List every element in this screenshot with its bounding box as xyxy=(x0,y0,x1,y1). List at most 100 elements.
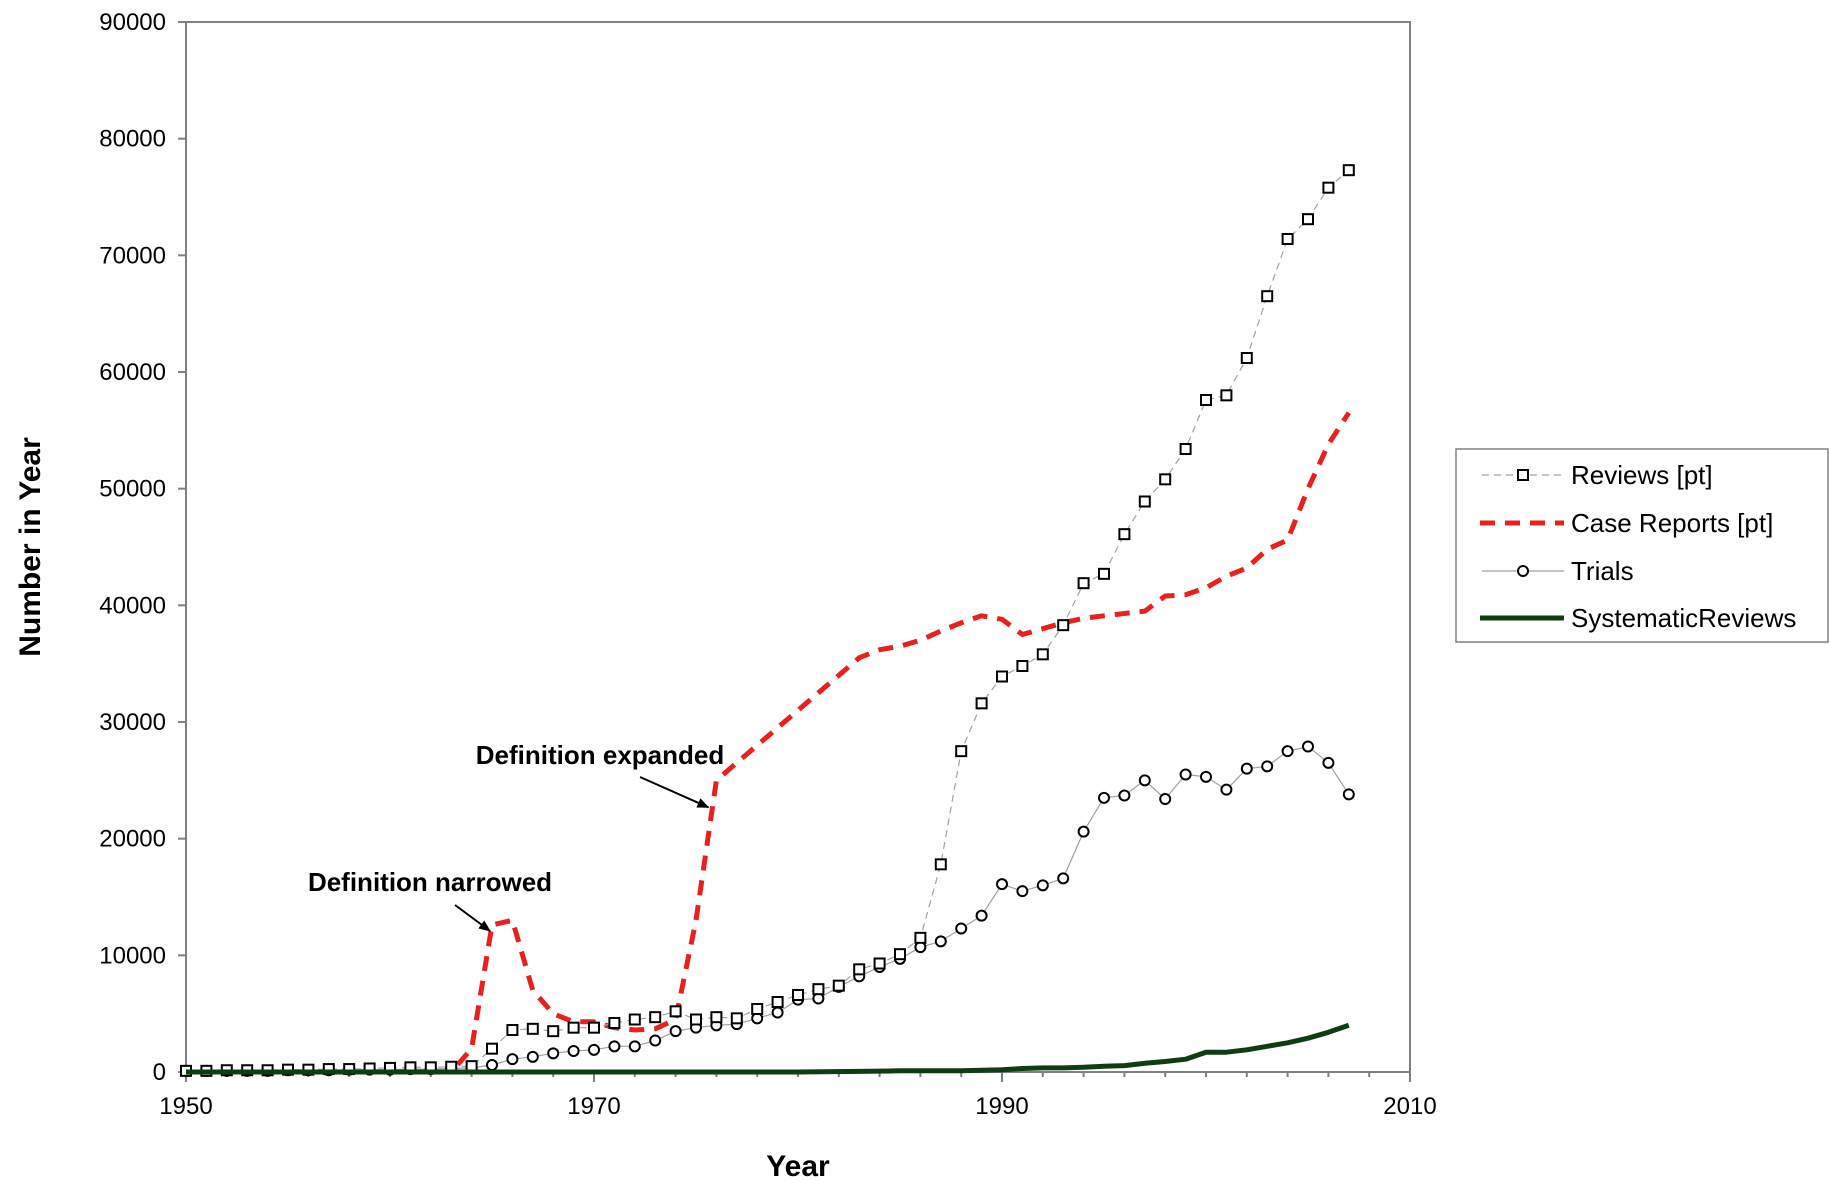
data-point-trials xyxy=(1016,885,1029,898)
data-point-trials xyxy=(567,1045,580,1057)
y-tick-label: 20000 xyxy=(99,826,166,853)
data-point-trials xyxy=(669,1025,682,1038)
x-tick-label: 2010 xyxy=(1383,1093,1436,1120)
legend-label-reviews: Reviews [pt] xyxy=(1571,460,1713,490)
legend-label-trials: Trials xyxy=(1571,556,1634,586)
data-point-trials xyxy=(1302,740,1314,753)
data-point-trials xyxy=(1098,791,1110,804)
y-axis-title: Number in Year xyxy=(14,437,47,657)
data-point-trials xyxy=(1057,872,1070,885)
series-line-reviews-pt xyxy=(186,169,1350,1072)
data-point-reviews-pt xyxy=(771,996,784,1008)
data-point-trials xyxy=(934,935,947,948)
data-point-reviews-pt xyxy=(1179,443,1192,455)
data-point-trials xyxy=(1159,793,1172,805)
data-point-trials xyxy=(996,878,1008,891)
x-axis: 1950 1970 1990 2010 xyxy=(159,1072,1437,1120)
data-point-trials xyxy=(1200,770,1212,783)
data-point-reviews-pt xyxy=(1016,660,1029,672)
series-systematicreviews xyxy=(186,1022,1350,1075)
data-point-reviews-pt xyxy=(1342,164,1355,177)
data-point-reviews-pt xyxy=(914,931,927,944)
legend-marker-reviews xyxy=(1517,469,1529,481)
data-point-trials xyxy=(975,909,988,922)
data-point-reviews-pt xyxy=(975,697,988,710)
data-point-trials xyxy=(955,922,968,935)
data-point-reviews-pt xyxy=(751,1003,764,1015)
y-axis: 0 10000 20000 30000 40000 50000 60000 70000 8000… xyxy=(99,9,186,1086)
data-point-reviews-pt xyxy=(1159,473,1172,486)
data-point-reviews-pt xyxy=(812,983,825,996)
series-line-systematicreviews xyxy=(186,1022,1350,1075)
data-point-reviews-pt xyxy=(853,963,866,976)
data-point-trials xyxy=(1179,768,1192,781)
y-tick-label: 60000 xyxy=(99,359,166,386)
data-point-reviews-pt xyxy=(669,1005,682,1018)
data-point-reviews-pt xyxy=(710,1011,723,1024)
y-tick-label: 10000 xyxy=(99,942,166,969)
series-case-reports-pt xyxy=(186,411,1351,1075)
data-point-reviews-pt xyxy=(934,858,947,871)
data-point-reviews-pt xyxy=(873,957,886,970)
plot-area-frame xyxy=(185,21,1411,1073)
data-point-trials xyxy=(588,1043,600,1056)
legend: Reviews [pt] Case Reports [pt] Trials Sy… xyxy=(1455,448,1829,643)
legend-frame xyxy=(1455,448,1829,643)
data-point-trials xyxy=(1240,762,1253,775)
y-tick-label: 30000 xyxy=(99,709,166,736)
annotation-label: Definition narrowed xyxy=(308,867,552,897)
legend-item-trials: Trials xyxy=(1482,556,1634,586)
legend-item-case-reports: Case Reports [pt] xyxy=(1480,508,1773,538)
data-point-reviews-pt xyxy=(547,1025,560,1038)
data-point-trials xyxy=(547,1047,560,1060)
data-point-reviews-pt xyxy=(486,1042,498,1055)
data-point-trials xyxy=(608,1040,621,1053)
data-point-trials xyxy=(1261,760,1274,773)
data-point-trials xyxy=(526,1050,539,1063)
legend-item-systematic-reviews: SystematicReviews xyxy=(1480,603,1796,633)
data-point-trials xyxy=(1077,825,1090,838)
x-axis-title: Year xyxy=(766,1150,830,1182)
annotation-label: Definition expanded xyxy=(476,740,724,770)
series-layer xyxy=(180,164,1355,1077)
y-tick-label: 70000 xyxy=(99,242,166,269)
series-line-trials xyxy=(186,745,1350,1072)
data-point-reviews-pt xyxy=(588,1021,600,1034)
data-point-reviews-pt xyxy=(955,745,968,758)
legend-item-reviews: Reviews [pt] xyxy=(1482,460,1713,490)
data-point-trials xyxy=(1281,745,1294,758)
y-tick-label: 80000 xyxy=(99,126,166,153)
data-point-trials xyxy=(771,1006,784,1019)
data-point-reviews-pt xyxy=(1261,290,1274,303)
data-point-reviews-pt xyxy=(567,1021,580,1034)
data-point-reviews-pt xyxy=(526,1022,539,1035)
annotations: Definition narrowed Definition expanded xyxy=(308,740,724,932)
data-point-trials xyxy=(486,1059,498,1071)
data-point-reviews-pt xyxy=(608,1017,621,1029)
data-point-reviews-pt xyxy=(1077,577,1090,590)
data-point-reviews-pt xyxy=(1322,181,1335,194)
data-point-reviews-pt xyxy=(628,1013,641,1026)
y-tick-label: 90000 xyxy=(99,9,166,36)
data-point-trials xyxy=(1342,788,1355,801)
data-point-reviews-pt xyxy=(690,1013,702,1026)
y-tick-label: 50000 xyxy=(99,476,166,503)
data-point-reviews-pt xyxy=(792,989,804,1001)
data-point-trials xyxy=(1220,783,1233,796)
y-tick-label: 40000 xyxy=(99,592,166,619)
series-line-case-reports-pt xyxy=(186,411,1351,1075)
series-reviews-pt xyxy=(180,164,1355,1077)
data-point-reviews-pt xyxy=(506,1024,519,1036)
x-tick-label: 1950 xyxy=(159,1093,212,1120)
data-point-reviews-pt xyxy=(1281,233,1294,245)
data-point-reviews-pt xyxy=(832,979,845,992)
data-point-reviews-pt xyxy=(1138,495,1151,508)
data-point-reviews-pt xyxy=(649,1011,662,1024)
data-point-reviews-pt xyxy=(1036,648,1049,661)
legend-label-systematic-reviews: SystematicReviews xyxy=(1571,603,1796,633)
annotation-arrow xyxy=(454,904,491,932)
data-point-trials xyxy=(1322,756,1335,769)
data-point-trials xyxy=(628,1040,641,1053)
data-point-trials xyxy=(1036,879,1049,892)
